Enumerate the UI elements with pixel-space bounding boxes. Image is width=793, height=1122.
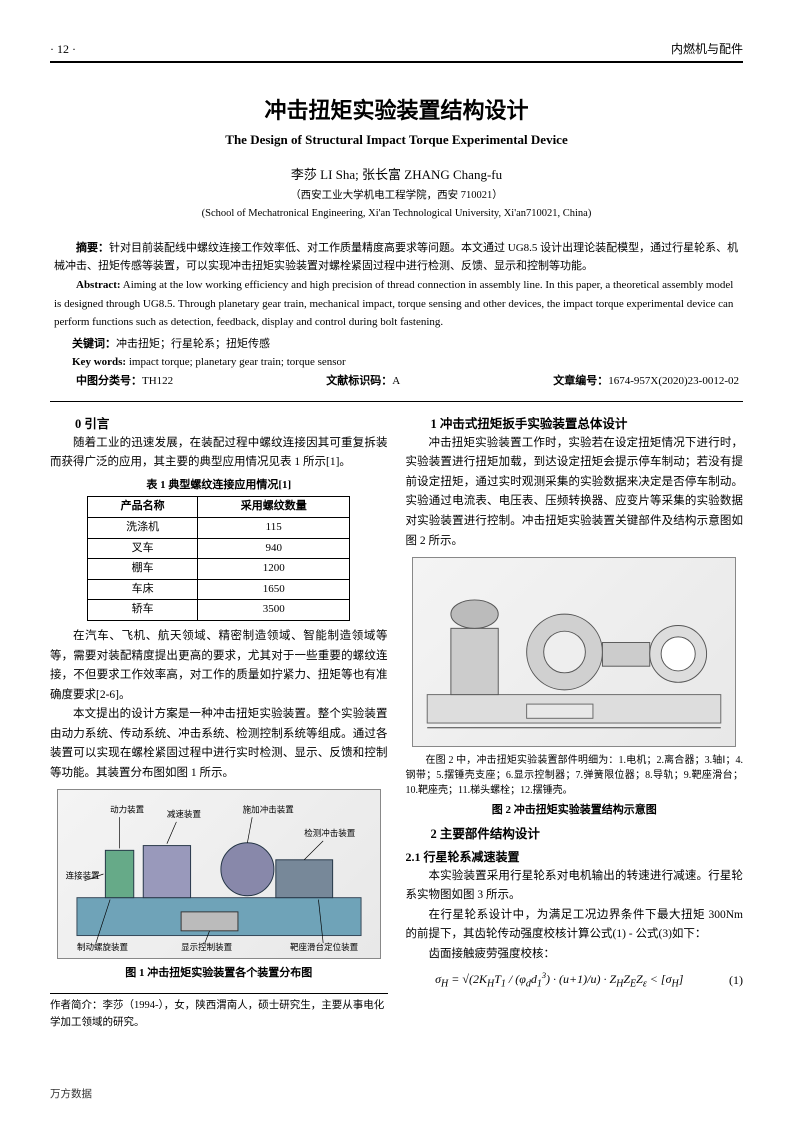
figure-1-caption: 图 1 冲击扭矩实验装置各个装置分布图 — [50, 965, 388, 983]
title-chinese: 冲击扭矩实验装置结构设计 — [50, 93, 743, 128]
two-column-body: 0 引言 随着工业的迅速发展，在装配过程中螺纹连接因其可重复拆装而获得广泛的应用… — [50, 412, 743, 1032]
svg-text:靶座滑台定位装置: 靶座滑台定位装置 — [290, 942, 359, 952]
sec0-p2: 在汽车、飞机、航天领域、精密制造领域、智能制造领域等等，需要对装配精度提出更高的… — [50, 627, 388, 705]
abstract-en-label: Abstract: — [76, 279, 121, 291]
figure-1-svg: 动力装置 减速装置 施加冲击装置 连接装置 检测冲击装置 靶座滑台定位装置 制动… — [58, 790, 380, 958]
keywords-en-label: Key words: — [72, 356, 126, 368]
table-row: 棚车1200 — [88, 559, 350, 580]
table-row: 洗涤机115 — [88, 518, 350, 539]
table1-header-2: 采用螺纹数量 — [198, 497, 350, 518]
sec2-p2: 在行星轮系设计中，为满足工况边界条件下最大扭矩 300Nm 的前提下，其齿轮传动… — [406, 906, 744, 945]
svg-text:制动螺旋装置: 制动螺旋装置 — [77, 942, 129, 952]
table-row: 车床1650 — [88, 579, 350, 600]
section-0-head: 0 引言 — [50, 414, 388, 434]
svg-text:检测冲击装置: 检测冲击装置 — [304, 829, 356, 839]
svg-text:减速装置: 减速装置 — [167, 810, 202, 820]
figure-1: 动力装置 减速装置 施加冲击装置 连接装置 检测冲击装置 靶座滑台定位装置 制动… — [57, 789, 381, 959]
abstract-block: 摘要：针对目前装配线中螺纹连接工作效率低、对工作质量精度高要求等问题。本文通过 … — [50, 239, 743, 332]
figure-2-note: 在图 2 中，冲击扭矩实验装置部件明细为：1.电机；2.离合器；3.轴Ⅰ；4.钢… — [406, 753, 744, 798]
journal-name: 内燃机与配件 — [671, 40, 743, 59]
abstract-cn-label: 摘要： — [76, 242, 109, 254]
section-2-1-head: 2.1 行星轮系减速装置 — [406, 848, 744, 867]
svg-text:连接装置: 连接装置 — [65, 871, 100, 881]
abstract-cn-text: 针对目前装配线中螺纹连接工作效率低、对工作质量精度高要求等问题。本文通过 UG8… — [54, 242, 738, 273]
keywords-cn-label: 关键词： — [72, 338, 116, 350]
authors: 李莎 LI Sha; 张长富 ZHANG Chang-fu — [50, 165, 743, 186]
formula-1-number: (1) — [713, 971, 743, 990]
title-english: The Design of Structural Impact Torque E… — [50, 130, 743, 151]
svg-text:施加冲击装置: 施加冲击装置 — [242, 805, 294, 815]
abstract-cn: 摘要：针对目前装配线中螺纹连接工作效率低、对工作质量精度高要求等问题。本文通过 … — [54, 239, 739, 276]
table-row: 叉车940 — [88, 538, 350, 559]
keywords-en: Key words: impact torque; planetary gear… — [50, 354, 743, 372]
article-number: 文章编号：1674-957X(2020)23-0012-02 — [531, 373, 739, 391]
author-bio: 作者简介：李莎（1994-），女，陕西渭南人，硕士研究生，主要从事电化学加工领域… — [50, 993, 388, 1032]
abstract-en: Abstract: Aiming at the low working effi… — [54, 276, 739, 332]
sec0-p1: 随着工业的迅速发展，在装配过程中螺纹连接因其可重复拆装而获得广泛的应用，其主要的… — [50, 434, 388, 473]
page-footer: 万方数据 — [50, 1087, 92, 1104]
svg-text:动力装置: 动力装置 — [110, 805, 145, 815]
formula-intro: 齿面接触疲劳强度校核： — [406, 945, 744, 965]
keywords-cn: 关键词：冲击扭矩；行星轮系；扭矩传感 — [50, 336, 743, 354]
clc: 中图分类号：TH122 — [54, 373, 173, 391]
doc-code: 文献标识码：A — [304, 373, 400, 391]
table-row: 轿车3500 — [88, 600, 350, 621]
formula-1: σH = √(2KHT1 / (φdd13) · (u+1)/u) · ZHZE… — [406, 969, 714, 992]
right-column: 1 冲击式扭矩扳手实验装置总体设计 冲击扭矩实验装置工作时，实验若在设定扭矩情况… — [406, 412, 744, 1032]
sec0-p3: 本文提出的设计方案是一种冲击扭矩实验装置。整个实验装置由动力系统、传动系统、冲击… — [50, 705, 388, 783]
table-1: 产品名称采用螺纹数量 洗涤机115 叉车940 棚车1200 车床1650 轿车… — [87, 496, 350, 621]
table1-header-1: 产品名称 — [88, 497, 198, 518]
section-2-head: 2 主要部件结构设计 — [406, 824, 744, 844]
svg-text:显示控制装置: 显示控制装置 — [181, 942, 233, 952]
affiliation-en: (School of Mechatronical Engineering, Xi… — [50, 206, 743, 223]
figure-2 — [412, 557, 736, 747]
figure-2-svg — [413, 558, 735, 746]
sec1-p1: 冲击扭矩实验装置工作时，实验若在设定扭矩情况下进行时，实验装置进行扭矩加载，到达… — [406, 434, 744, 551]
keywords-en-text: impact torque; planetary gear train; tor… — [126, 356, 346, 368]
figure-2-caption: 图 2 冲击扭矩实验装置结构示意图 — [406, 802, 744, 820]
formula-1-row: σH = √(2KHT1 / (φdd13) · (u+1)/u) · ZHZE… — [406, 969, 744, 992]
classification-row: 中图分类号：TH122 文献标识码：A 文章编号：1674-957X(2020)… — [50, 373, 743, 397]
abstract-en-text: Aiming at the low working efficiency and… — [54, 279, 733, 328]
affiliation-cn: （西安工业大学机电工程学院，西安 710021） — [50, 188, 743, 205]
sec2-p1: 本实验装置采用行星轮系对电机输出的转速进行减速。行星轮系实物图如图 3 所示。 — [406, 867, 744, 906]
title-block: 冲击扭矩实验装置结构设计 The Design of Structural Im… — [50, 93, 743, 151]
divider — [50, 401, 743, 402]
left-column: 0 引言 随着工业的迅速发展，在装配过程中螺纹连接因其可重复拆装而获得广泛的应用… — [50, 412, 388, 1032]
page-number: · 12 · — [50, 40, 76, 59]
keywords-cn-text: 冲击扭矩；行星轮系；扭矩传感 — [116, 338, 270, 350]
table1-caption: 表 1 典型螺纹连接应用情况[1] — [50, 477, 388, 495]
page-header: · 12 · 内燃机与配件 — [50, 40, 743, 63]
section-1-head: 1 冲击式扭矩扳手实验装置总体设计 — [406, 414, 744, 434]
